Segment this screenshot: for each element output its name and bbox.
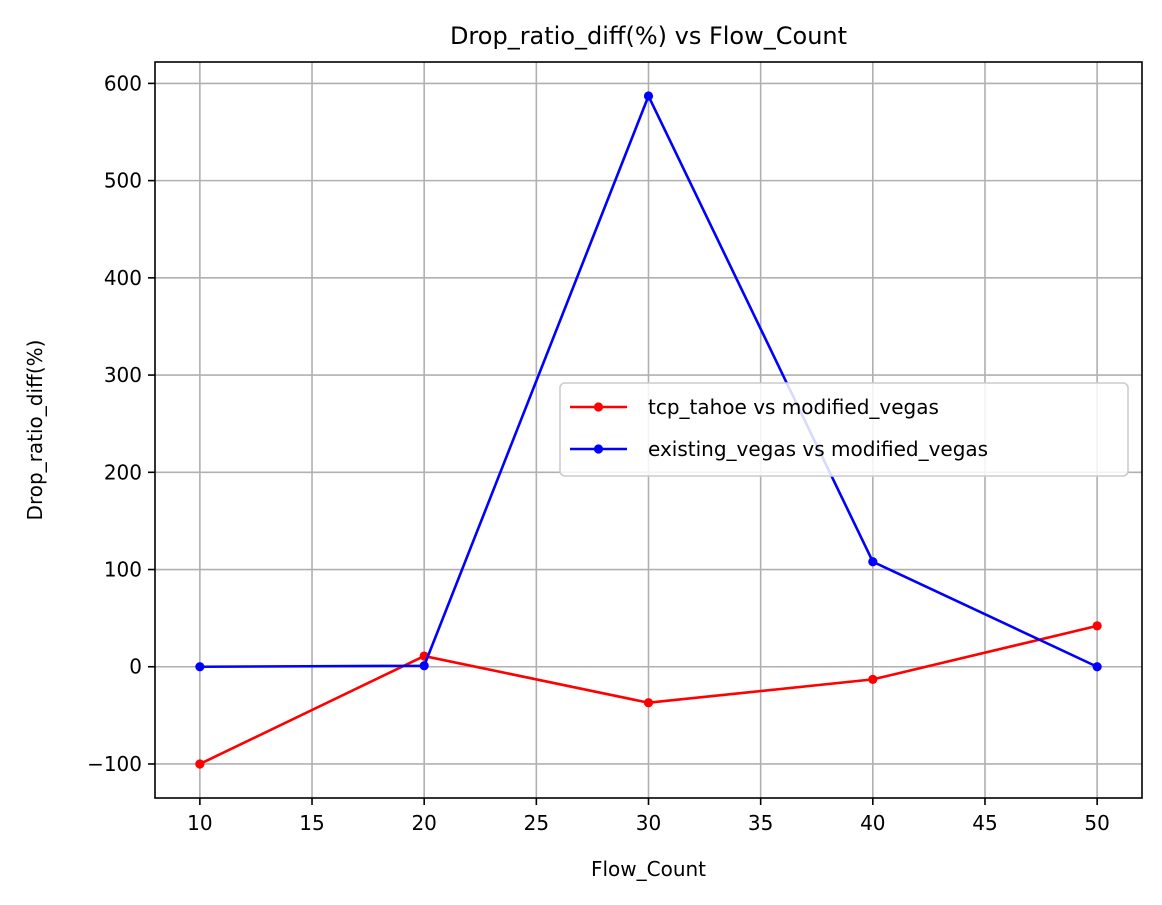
axis-ticks: 10 15 20 25 30 35 40 45 50 −100 0 100 200 300 400 500 60…: [87, 71, 1110, 835]
chart-title: Drop_ratio_diff(%) vs Flow_Count: [450, 22, 847, 50]
y-axis-label: Drop_ratio_diff(%): [23, 340, 47, 521]
legend-label: existing_vegas vs modified_vegas: [648, 437, 988, 461]
x-tick-label: 30: [636, 811, 661, 835]
grid: [155, 62, 1142, 798]
y-tick-label: 600: [104, 71, 142, 95]
y-tick-label: −100: [87, 752, 142, 776]
x-tick-label: 10: [187, 811, 212, 835]
data-point: [1092, 621, 1102, 631]
data-point: [1092, 662, 1102, 672]
y-tick-label: 500: [104, 169, 142, 193]
data-point: [195, 662, 205, 672]
legend: tcp_tahoe vs modified_vegas existing_vega…: [559, 382, 1129, 477]
data-point: [419, 661, 429, 671]
x-tick-label: 35: [748, 811, 773, 835]
x-tick-label: 50: [1084, 811, 1109, 835]
y-tick-label: 400: [104, 266, 142, 290]
data-point: [868, 674, 878, 684]
data-point: [643, 91, 654, 101]
x-tick-label: 15: [299, 811, 324, 835]
y-tick-label: 200: [104, 460, 142, 484]
series-layer: [195, 91, 1102, 769]
legend-label: tcp_tahoe vs modified_vegas: [648, 395, 939, 419]
data-point: [868, 557, 878, 567]
data-point: [643, 698, 654, 708]
x-tick-label: 40: [860, 811, 885, 835]
y-tick-label: 0: [129, 655, 142, 679]
legend-marker: [593, 402, 604, 412]
legend-box: [559, 382, 1129, 477]
data-point: [195, 759, 205, 769]
y-tick-label: 100: [104, 558, 142, 582]
x-tick-label: 20: [411, 811, 436, 835]
x-tick-label: 25: [524, 811, 549, 835]
y-tick-label: 300: [104, 363, 142, 387]
x-axis-label: Flow_Count: [591, 857, 706, 881]
legend-marker: [593, 444, 604, 454]
x-tick-label: 45: [972, 811, 997, 835]
